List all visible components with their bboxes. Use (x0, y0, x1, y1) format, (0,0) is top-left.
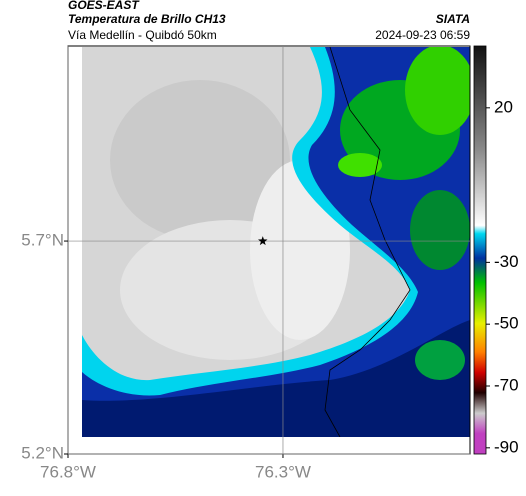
lon-label: 76.3°W (255, 462, 311, 481)
colorbar-label: -30 (494, 252, 519, 271)
colorbar-label: -90 (494, 437, 519, 456)
lat-label: 5.7°N (21, 231, 64, 250)
route: Vía Medellín - Quibdó 50km (68, 28, 217, 42)
source: SIATA (436, 12, 470, 26)
product: Temperatura de Brillo CH13 (68, 12, 226, 26)
colorbar (473, 45, 487, 455)
satellite: GOES-EAST (68, 0, 140, 12)
colorbar-label: -50 (494, 314, 519, 333)
location-marker (258, 236, 268, 246)
timestamp: 2024-09-23 06:59 (375, 28, 470, 42)
colorbar-label: 20 (494, 97, 513, 116)
lat-label: 5.2°N (21, 443, 64, 462)
colorbar-label: -70 (494, 375, 519, 394)
lon-label: 76.8°W (40, 462, 96, 481)
satellite-image (82, 47, 470, 437)
